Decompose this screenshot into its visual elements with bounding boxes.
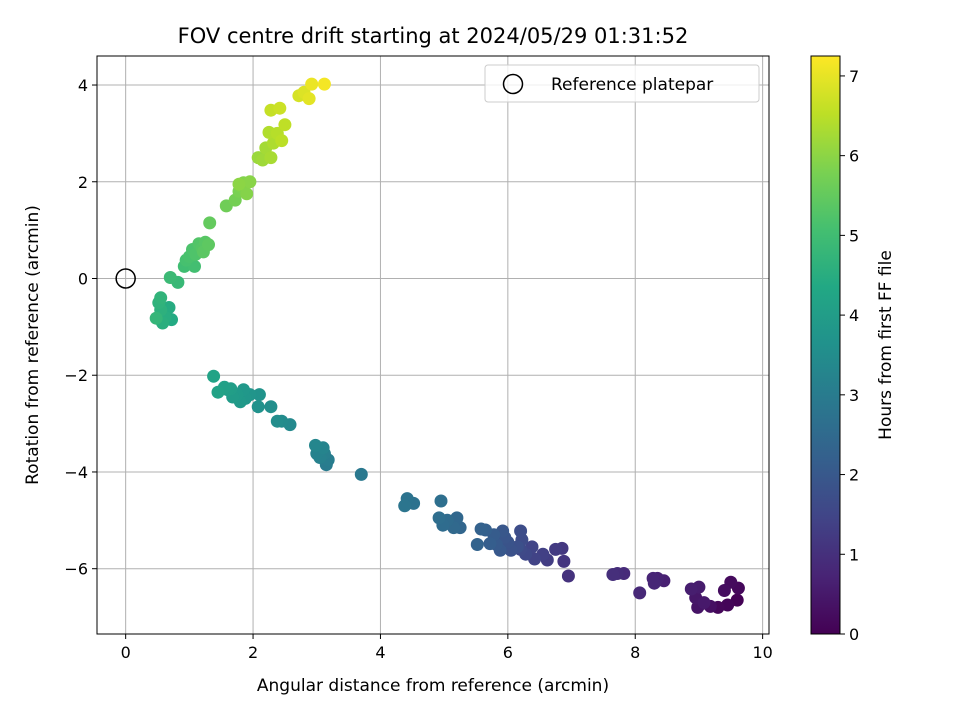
legend-entry-reference-platepar: Reference platepar (551, 75, 713, 95)
colorbar-tick-label: 6 (849, 147, 859, 166)
data-point (483, 537, 497, 551)
colorbar-tick-label: 0 (849, 625, 859, 644)
data-point (278, 118, 292, 132)
y-axis-label: Rotation from reference (arcmin) (23, 205, 43, 485)
colorbar-tick-label: 5 (849, 226, 859, 245)
x-tick-label: 6 (503, 643, 513, 662)
data-point (251, 400, 265, 414)
data-point (684, 582, 698, 596)
data-point (211, 385, 225, 399)
data-point (264, 400, 278, 414)
y-tick-label: 2 (78, 173, 88, 192)
data-point (647, 576, 661, 590)
colorbar-tick-label: 3 (849, 386, 859, 405)
data-point (232, 177, 246, 191)
y-tick-label: 4 (78, 76, 88, 95)
data-point (273, 101, 287, 115)
data-point (305, 77, 319, 91)
y-tick-label: −6 (64, 560, 88, 579)
x-axis: 0 2 4 6 8 10 (121, 634, 773, 662)
data-point (697, 596, 711, 610)
x-tick-label: 8 (630, 643, 640, 662)
grid (97, 56, 769, 634)
data-point (207, 369, 221, 383)
data-point (561, 569, 575, 583)
data-point (317, 77, 331, 91)
data-point (243, 175, 257, 189)
colorbar-tick-label: 1 (849, 545, 859, 564)
data-point (606, 568, 620, 581)
legend-marker (502, 73, 524, 95)
colorbar-tick-label: 7 (849, 67, 859, 86)
data-point (154, 291, 168, 305)
data-point (434, 494, 448, 508)
x-tick-label: 10 (752, 643, 772, 662)
data-point (264, 151, 278, 165)
data-point (470, 538, 484, 551)
data-point (275, 134, 289, 148)
reference-point (115, 268, 136, 289)
data-point (149, 311, 163, 325)
colorbar-tick-label: 2 (849, 466, 859, 485)
x-tick-label: 2 (248, 643, 258, 662)
data-point (240, 187, 254, 201)
data-point (398, 499, 412, 513)
colorbar: 0 1 2 3 4 5 6 7 Hours from first FF file (810, 55, 896, 644)
legend-box (484, 64, 760, 103)
data-point (717, 584, 731, 597)
data-point (633, 586, 647, 600)
x-tick-label: 4 (375, 643, 385, 662)
data-point (202, 238, 215, 252)
x-axis-label: Angular distance from reference (arcmin) (257, 676, 609, 696)
data-point (309, 438, 322, 452)
chart-title: FOV centre drift starting at 2024/05/29 … (178, 24, 689, 48)
colorbar-ticks: 0 1 2 3 4 5 6 7 (840, 67, 859, 644)
y-tick-label: 0 (78, 269, 88, 288)
scatter-points (149, 77, 745, 614)
data-point (474, 522, 488, 536)
data-point (270, 414, 284, 428)
x-tick-label: 0 (121, 643, 131, 662)
data-point (514, 524, 528, 538)
colorbar-tick-label: 4 (849, 306, 859, 325)
data-point (557, 554, 571, 568)
colorbar-gradient (810, 55, 841, 635)
y-axis: −6 −4 −2 0 2 4 (64, 76, 97, 579)
colorbar-label: Hours from first FF file (876, 250, 896, 440)
data-point (302, 92, 316, 106)
data-point (163, 271, 177, 284)
data-point (354, 467, 368, 481)
data-point (730, 593, 744, 607)
plot-frame (96, 55, 770, 635)
data-point (432, 511, 446, 525)
data-point (252, 388, 266, 402)
legend: Reference platepar (484, 64, 760, 103)
data-point (549, 542, 563, 556)
y-tick-label: −2 (64, 366, 88, 385)
y-tick-label: −4 (64, 463, 88, 482)
data-point (203, 216, 217, 230)
